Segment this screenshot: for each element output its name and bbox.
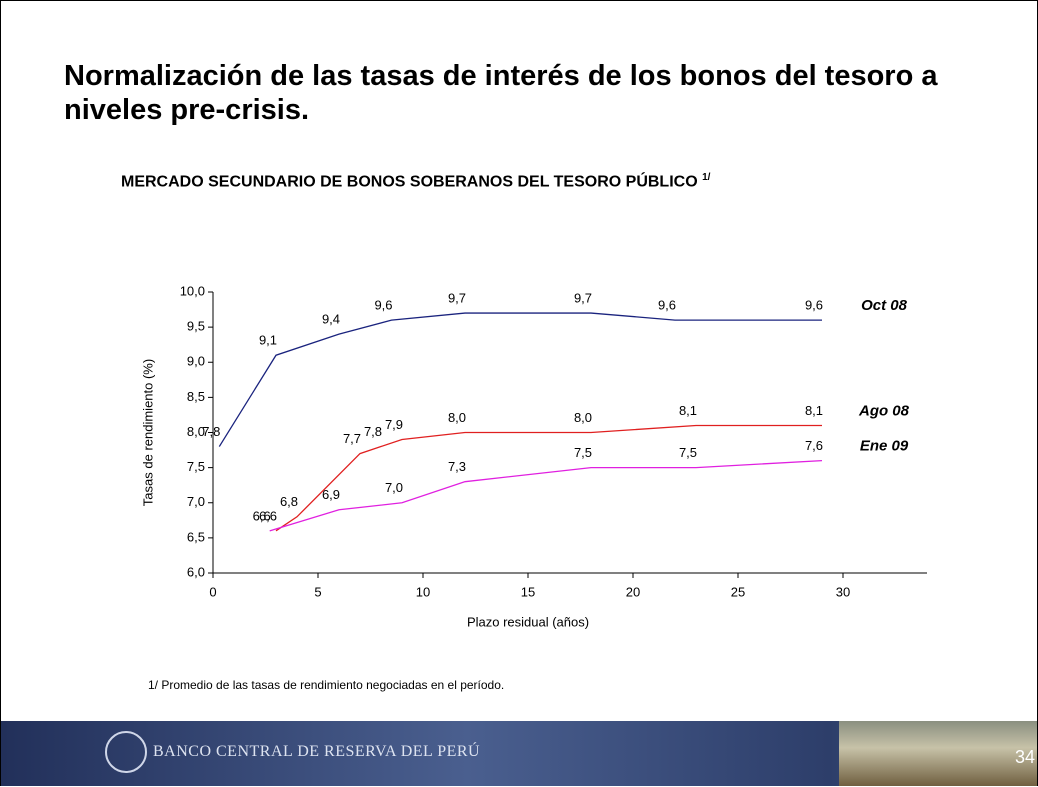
x-tick-label: 25 xyxy=(731,584,745,599)
x-tick-label: 10 xyxy=(416,584,430,599)
data-label: 9,6 xyxy=(374,298,392,313)
data-label: 8,1 xyxy=(679,403,697,418)
data-label: 7,8 xyxy=(202,424,220,439)
data-label: 9,7 xyxy=(448,291,466,306)
data-label: 8,0 xyxy=(448,410,466,425)
logo xyxy=(105,731,147,773)
data-label: 7,3 xyxy=(448,459,466,474)
x-tick-label: 20 xyxy=(626,584,640,599)
series-name: Oct 08 xyxy=(861,297,908,314)
data-label: 7,9 xyxy=(385,417,403,432)
data-label: 7,5 xyxy=(679,445,697,460)
data-label: 8,1 xyxy=(805,403,823,418)
series-name: Ene 09 xyxy=(860,438,909,455)
series-line xyxy=(270,461,822,531)
y-axis-label: Tasas de rendimiento (%) xyxy=(140,359,155,506)
x-tick-label: 30 xyxy=(836,584,850,599)
data-label: 6,8 xyxy=(280,494,298,509)
y-tick-label: 6,0 xyxy=(187,564,205,579)
data-label: 7,5 xyxy=(574,445,592,460)
footnote: 1/ Promedio de las tasas de rendimiento … xyxy=(148,678,504,692)
footer-text: BANCO CENTRAL DE RESERVA DEL PERÚ xyxy=(153,743,480,761)
page-number: 34 xyxy=(1015,747,1035,768)
data-label: 7,0 xyxy=(385,480,403,495)
x-axis-label: Plazo residual (años) xyxy=(467,614,589,629)
y-tick-label: 10,0 xyxy=(180,283,205,298)
y-tick-label: 7,0 xyxy=(187,494,205,509)
y-tick-label: 6,5 xyxy=(187,529,205,544)
data-label: 9,7 xyxy=(574,291,592,306)
y-tick-label: 9,5 xyxy=(187,319,205,334)
series-line xyxy=(219,313,822,446)
data-label: 9,1 xyxy=(259,333,277,348)
data-label: 9,4 xyxy=(322,312,340,327)
slide: Normalización de las tasas de interés de… xyxy=(0,0,1038,786)
y-tick-label: 7,5 xyxy=(187,459,205,474)
data-label: 8,0 xyxy=(574,410,592,425)
x-tick-label: 0 xyxy=(209,584,216,599)
x-tick-label: 5 xyxy=(314,584,321,599)
data-label: 7,8 xyxy=(364,424,382,439)
footer-photo: 34 xyxy=(839,721,1037,786)
series-name: Ago 08 xyxy=(858,402,910,419)
data-label: 6,9 xyxy=(322,487,340,502)
y-tick-label: 9,0 xyxy=(187,354,205,369)
data-label: 7,6 xyxy=(805,438,823,453)
y-tick-label: 8,5 xyxy=(187,389,205,404)
data-label: 9,6 xyxy=(805,298,823,313)
data-label: 7,7 xyxy=(343,431,361,446)
chart: 6,0 6,5 7,0 7,5 8,0 8,5 9,0 9,5 10,0 0 5 10 15 20 25 30… xyxy=(1,1,1037,721)
data-label: 6,6 xyxy=(253,508,271,523)
footer: BANCO CENTRAL DE RESERVA DEL PERÚ 34 xyxy=(1,721,1037,786)
data-label: 9,6 xyxy=(658,298,676,313)
x-tick-label: 15 xyxy=(521,584,535,599)
